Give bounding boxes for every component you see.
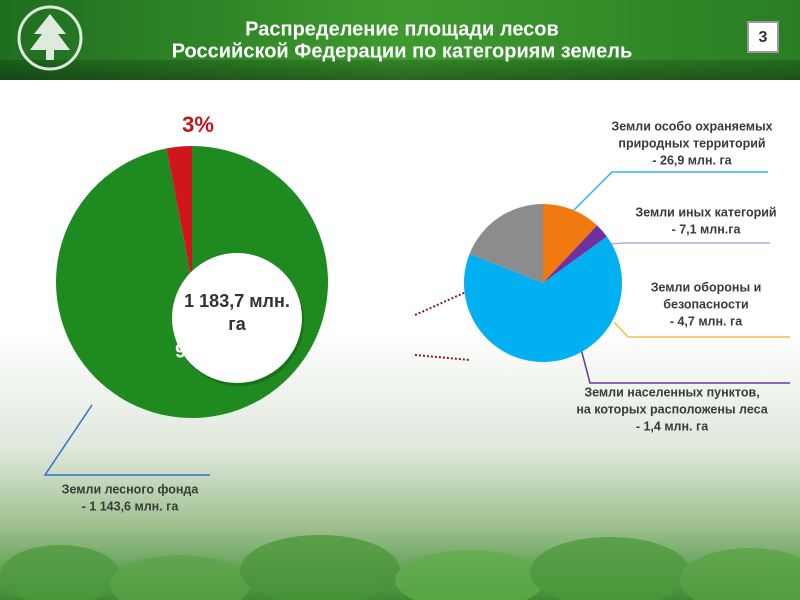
center-label: га xyxy=(228,314,246,334)
annotation: - 1,4 млн. га xyxy=(636,419,709,433)
logo xyxy=(17,5,83,71)
forest xyxy=(0,535,800,600)
annotation: Земли иных категорий xyxy=(635,205,776,219)
annotation: - 26,9 млн. га xyxy=(652,153,732,167)
page-number: 3 xyxy=(759,29,768,46)
annotation: - 7,1 млн.га xyxy=(672,222,742,236)
annotation: - 4,7 млн. га xyxy=(670,314,743,328)
page-number-box xyxy=(747,21,779,53)
pie-slice xyxy=(543,204,598,283)
annotation: Земли обороны и xyxy=(651,280,762,294)
annotation: Земли лесного фонда xyxy=(62,482,200,496)
title: Российской Федерации по категориям земел… xyxy=(172,40,633,62)
annotation: природных территорий xyxy=(618,136,765,150)
charts: 97%3%1 183,7 млн.га xyxy=(56,112,622,418)
pie-slice xyxy=(543,225,607,283)
data-label: 3% xyxy=(182,112,214,137)
center-circle xyxy=(172,253,302,383)
pie-slice xyxy=(463,236,622,363)
title: Распределение площади лесов xyxy=(245,18,559,40)
annotation: Земли особо охраняемых xyxy=(611,119,772,133)
header-shade xyxy=(0,60,800,80)
annotation: Земли населенных пунктов, xyxy=(584,385,759,399)
annotations: Земли особо охраняемых природных территор… xyxy=(62,119,777,513)
center-label: 1 183,7 млн. xyxy=(184,291,290,311)
pie-slice xyxy=(469,204,543,283)
pie-slice xyxy=(166,146,192,282)
annotation: - 1 143,6 млн. га xyxy=(82,499,180,513)
annotation: на которых расположены леса xyxy=(576,402,768,416)
annotation: безопасности xyxy=(663,297,748,311)
connector-lines xyxy=(43,171,790,476)
